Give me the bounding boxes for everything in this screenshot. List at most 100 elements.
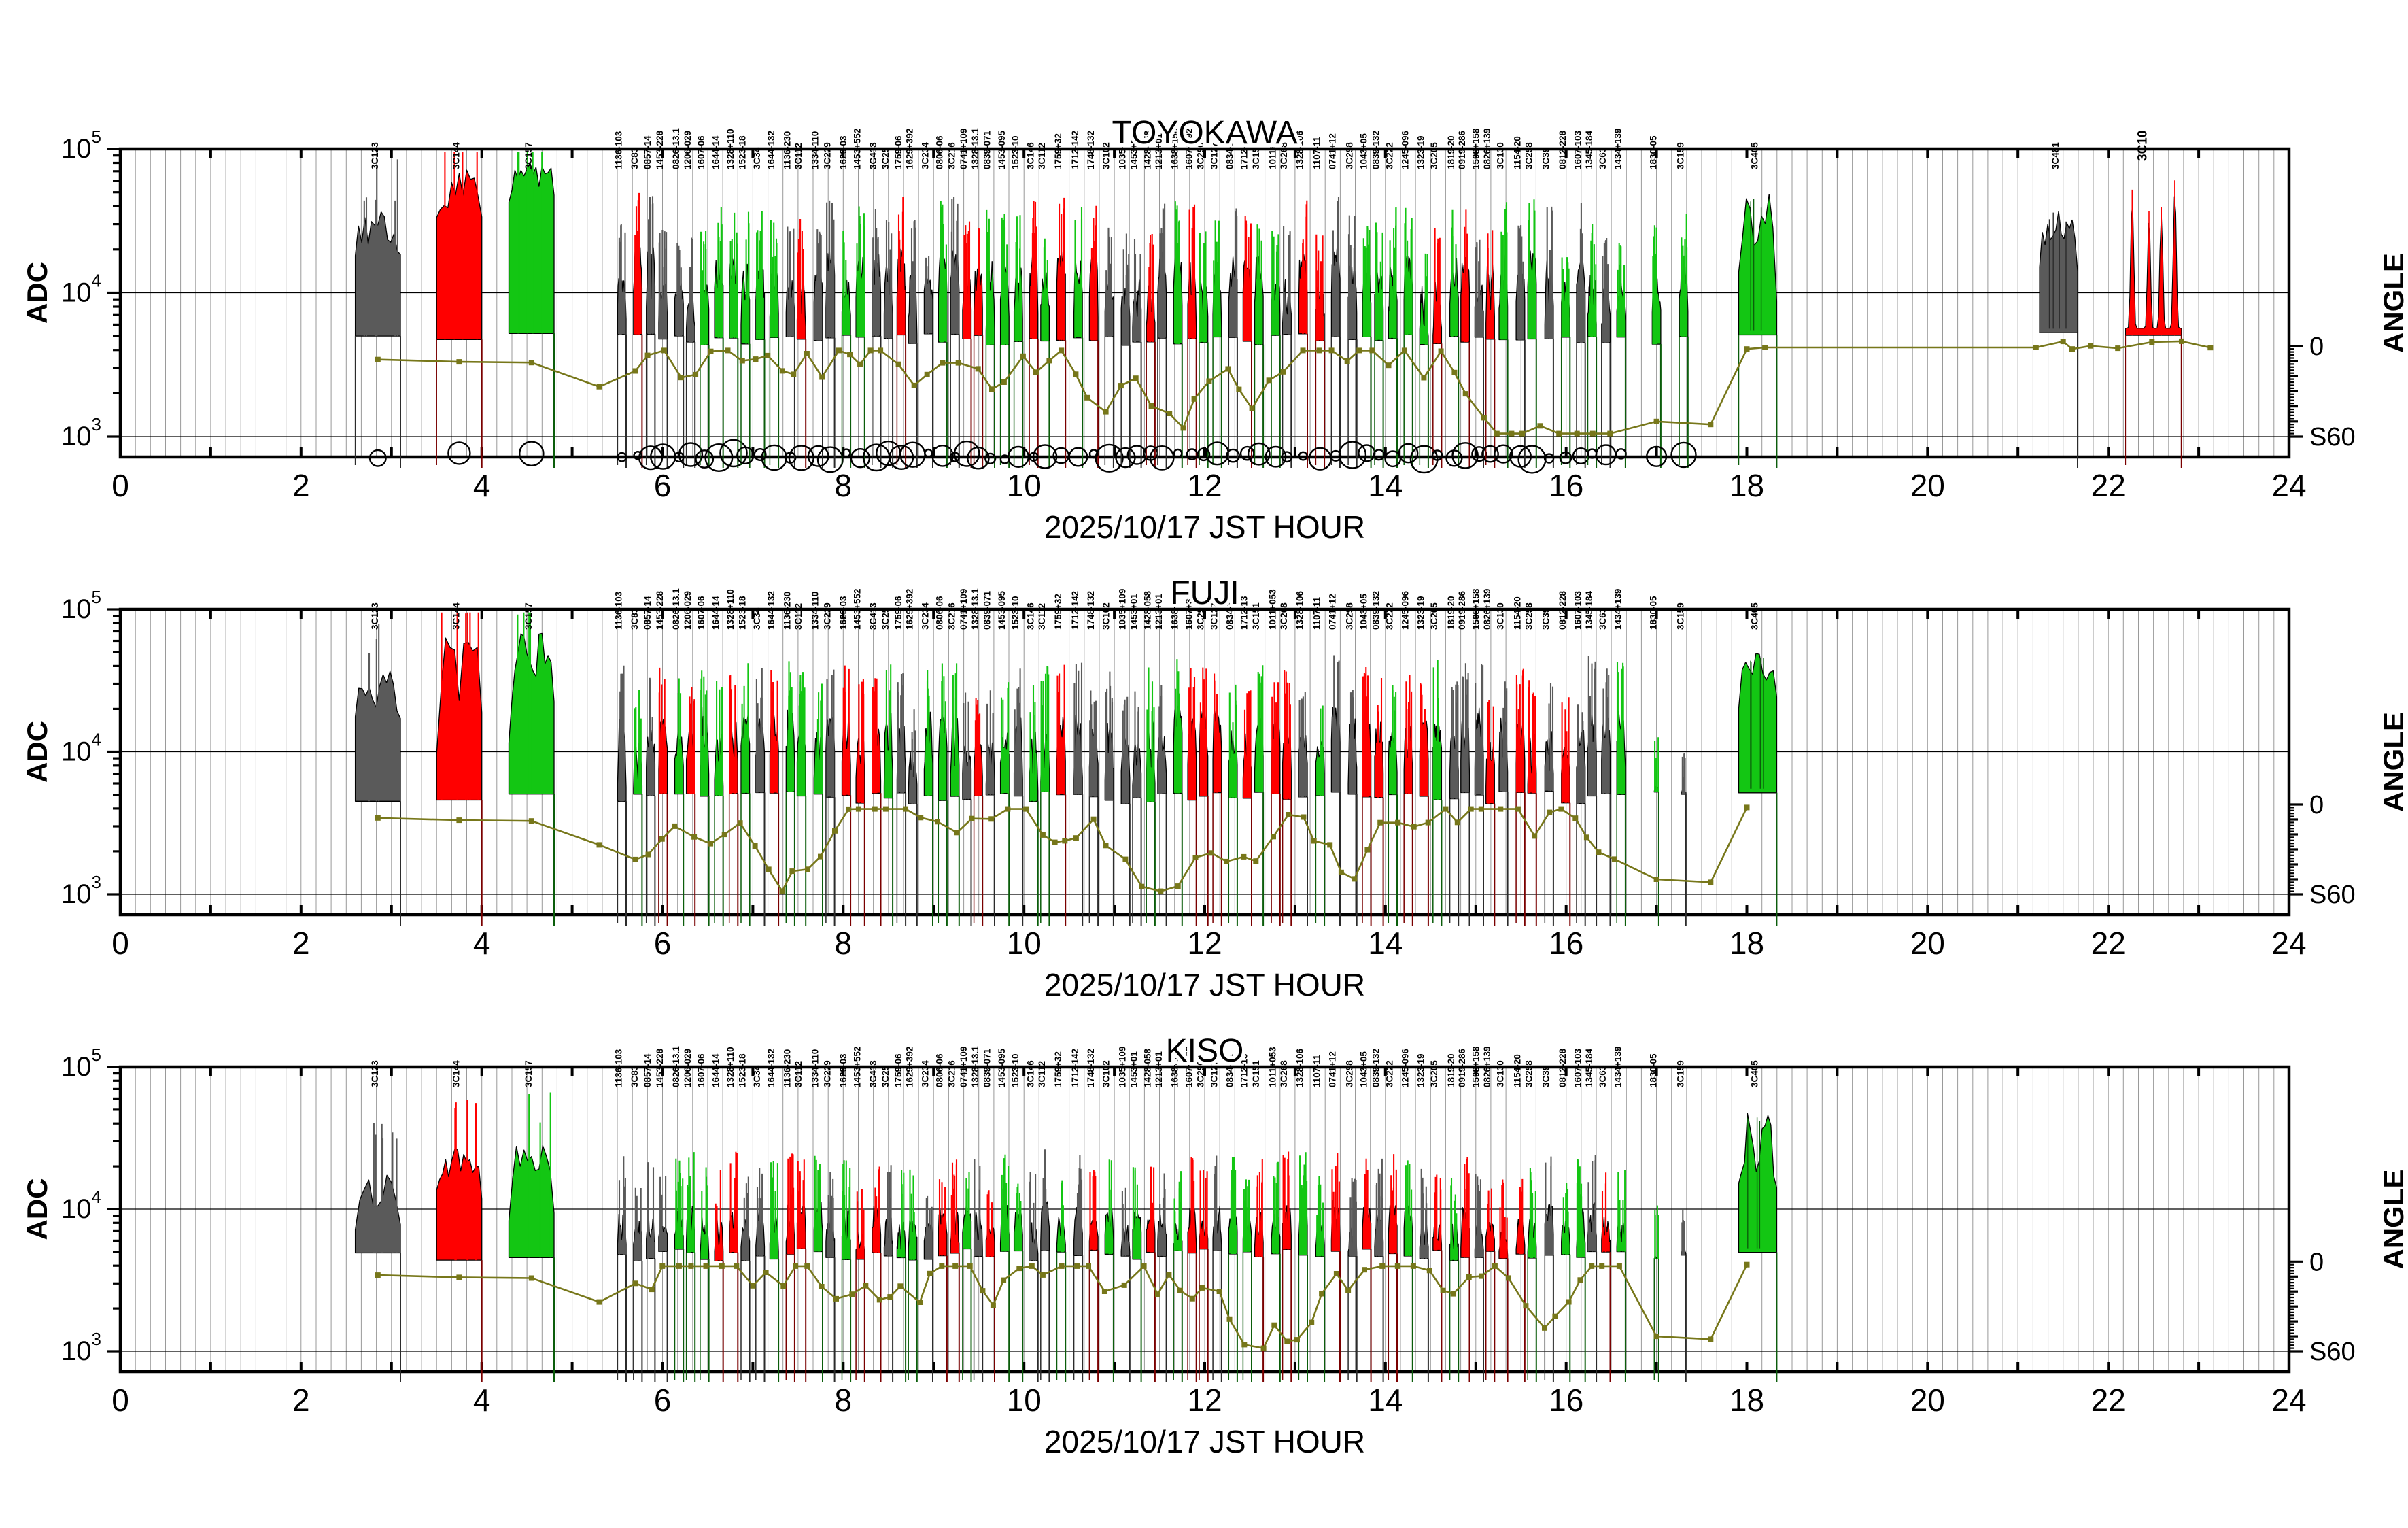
svg-text:1107-11: 1107-11 [1312, 596, 1322, 630]
svg-text:0826+139: 0826+139 [1482, 589, 1492, 630]
svg-text:0812-228: 0812-228 [1558, 130, 1568, 169]
svg-text:1154-20: 1154-20 [1513, 136, 1523, 169]
svg-text:1328+110: 1328+110 [725, 589, 736, 630]
svg-text:4: 4 [473, 1382, 491, 1418]
svg-text:1712-142: 1712-142 [1070, 591, 1080, 630]
svg-text:1345-184: 1345-184 [1584, 590, 1594, 630]
svg-text:3C481: 3C481 [2050, 142, 2061, 169]
svg-text:1453+01: 1453+01 [1129, 1051, 1139, 1087]
svg-text:3C146: 3C146 [1025, 142, 1035, 169]
svg-text:3C216: 3C216 [947, 142, 957, 169]
svg-text:1011+053: 1011+053 [1268, 589, 1278, 630]
svg-text:1328-13.1: 1328-13.1 [970, 1046, 980, 1087]
svg-text:1759+32: 1759+32 [1053, 594, 1063, 630]
svg-text:1629+392: 1629+392 [905, 129, 915, 169]
svg-text:1453-228: 1453-228 [655, 130, 665, 169]
svg-text:2: 2 [292, 1382, 310, 1418]
svg-text:3C216: 3C216 [947, 1060, 957, 1087]
svg-text:S60: S60 [2309, 1338, 2356, 1366]
svg-text:1748-132: 1748-132 [1086, 591, 1096, 630]
svg-text:3C222: 3C222 [1385, 142, 1395, 169]
svg-text:0741+12: 0741+12 [1328, 594, 1338, 630]
svg-text:1607-103: 1607-103 [1572, 130, 1583, 169]
svg-text:1644-14: 1644-14 [710, 1053, 721, 1087]
svg-text:1759-06: 1759-06 [893, 596, 904, 630]
svg-text:3C413: 3C413 [868, 602, 878, 630]
svg-text:0919-286: 0919-286 [1457, 590, 1467, 630]
svg-text:1523-18: 1523-18 [737, 1053, 747, 1087]
svg-text:0857-14: 0857-14 [642, 1053, 653, 1087]
svg-text:1334-110: 1334-110 [810, 1049, 821, 1087]
svg-text:3C268: 3C268 [1279, 602, 1289, 630]
svg-text:18: 18 [1730, 468, 1764, 503]
svg-text:14: 14 [1368, 926, 1403, 961]
svg-text:0839-071: 0839-071 [982, 1048, 993, 1087]
svg-text:1712-142: 1712-142 [1070, 1049, 1080, 1087]
svg-text:24: 24 [2271, 926, 2306, 961]
svg-text:16: 16 [1549, 926, 1583, 961]
svg-text:1523-18: 1523-18 [737, 596, 747, 630]
svg-text:3C298: 3C298 [1344, 1060, 1354, 1087]
svg-text:0839-071: 0839-071 [982, 590, 993, 630]
svg-text:0: 0 [111, 468, 129, 503]
svg-text:1334-110: 1334-110 [810, 592, 821, 630]
svg-text:1644-132: 1644-132 [766, 1049, 776, 1087]
svg-text:0806-06: 0806-06 [935, 1053, 945, 1087]
svg-text:22: 22 [2091, 926, 2126, 961]
svg-text:3C10: 3C10 [2136, 131, 2150, 161]
svg-text:3C229: 3C229 [822, 602, 832, 630]
svg-text:FUJI: FUJI [1170, 575, 1239, 611]
svg-text:1453-095: 1453-095 [997, 590, 1007, 630]
svg-text:1011+053: 1011+053 [1268, 1047, 1278, 1087]
svg-text:1759+32: 1759+32 [1053, 1051, 1063, 1087]
svg-text:1523-10: 1523-10 [1010, 596, 1020, 630]
svg-text:0812-228: 0812-228 [1558, 590, 1568, 630]
svg-text:16: 16 [1549, 1382, 1583, 1418]
svg-text:3C144: 3C144 [451, 1060, 461, 1087]
svg-text:1453+552: 1453+552 [852, 589, 862, 630]
svg-text:1712-13: 1712-13 [1239, 596, 1250, 630]
svg-text:1607-103: 1607-103 [1572, 1048, 1583, 1087]
svg-text:TOYOKAWA: TOYOKAWA [1112, 115, 1298, 151]
svg-text:1328-106: 1328-106 [1295, 1048, 1305, 1087]
svg-text:2025/10/17 JST HOUR: 2025/10/17 JST HOUR [1044, 967, 1365, 1002]
svg-text:1453-228: 1453-228 [655, 590, 665, 630]
svg-text:3C112: 3C112 [793, 143, 804, 169]
svg-text:0812-228: 0812-228 [1558, 1048, 1568, 1087]
svg-text:1759+32: 1759+32 [1053, 133, 1063, 169]
svg-text:22: 22 [2091, 1382, 2126, 1418]
svg-text:3C216: 3C216 [947, 602, 957, 630]
svg-text:12: 12 [1187, 1382, 1222, 1418]
svg-text:1213+01: 1213+01 [1154, 1051, 1164, 1087]
svg-text:3C234: 3C234 [921, 142, 931, 169]
svg-text:1453+01: 1453+01 [1129, 594, 1139, 630]
svg-text:1607-06: 1607-06 [696, 1053, 706, 1087]
svg-text:0839-132: 0839-132 [1371, 131, 1381, 169]
svg-text:1035+109: 1035+109 [1118, 589, 1128, 630]
svg-text:1334-110: 1334-110 [810, 131, 821, 169]
svg-text:1607-06: 1607-06 [696, 135, 706, 169]
svg-text:1428-058: 1428-058 [1143, 1048, 1153, 1087]
svg-text:1245-096: 1245-096 [1400, 130, 1411, 169]
svg-text:3C34: 3C34 [752, 1065, 762, 1087]
svg-text:2025/10/17 JST HOUR: 2025/10/17 JST HOUR [1044, 1424, 1365, 1459]
svg-text:1328+110: 1328+110 [725, 1047, 736, 1087]
svg-text:0857-14: 0857-14 [642, 135, 653, 169]
svg-text:4: 4 [473, 468, 491, 503]
svg-text:3C123: 3C123 [370, 602, 380, 630]
svg-text:0826+139: 0826+139 [1482, 1047, 1492, 1087]
svg-text:0826-13.1: 0826-13.1 [671, 588, 681, 630]
svg-text:0806-06: 0806-06 [935, 135, 945, 169]
svg-text:1213+01: 1213+01 [1154, 594, 1164, 630]
svg-text:0839-132: 0839-132 [1371, 1049, 1381, 1087]
svg-text:3C234: 3C234 [921, 1060, 931, 1087]
svg-text:3C83: 3C83 [630, 147, 640, 169]
svg-text:8: 8 [835, 1382, 853, 1418]
svg-text:1136-230: 1136-230 [782, 592, 793, 630]
svg-text:1523-10: 1523-10 [1010, 1053, 1020, 1087]
svg-text:1629-03: 1629-03 [838, 596, 848, 630]
svg-text:3C151: 3C151 [1251, 1060, 1261, 1087]
svg-text:1830-05: 1830-05 [1649, 135, 1659, 169]
svg-text:3C258: 3C258 [1524, 1060, 1534, 1087]
svg-text:2: 2 [292, 926, 310, 961]
